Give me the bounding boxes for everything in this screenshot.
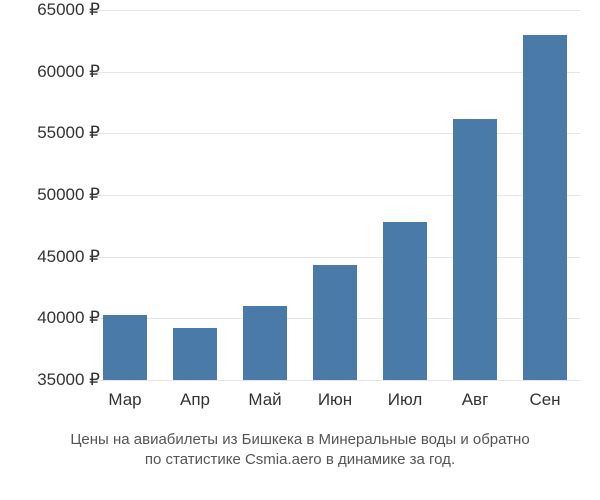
x-axis-label: Авг	[462, 390, 489, 410]
x-axis-label: Сен	[529, 390, 560, 410]
x-axis-label: Май	[248, 390, 281, 410]
y-axis-label: 45000 ₽	[37, 247, 100, 267]
x-axis-label: Июл	[388, 390, 423, 410]
bars-container	[90, 10, 580, 380]
x-axis-label: Апр	[180, 390, 210, 410]
bar	[453, 119, 496, 380]
caption-line-2: по статистике Csmia.aero в динамике за г…	[145, 451, 455, 468]
caption-line-1: Цены на авиабилеты из Бишкека в Минераль…	[70, 431, 529, 448]
y-axis-label: 60000 ₽	[37, 62, 100, 82]
y-axis-label: 55000 ₽	[37, 123, 100, 143]
y-axis-label: 35000 ₽	[37, 370, 100, 390]
y-axis-label: 40000 ₽	[37, 308, 100, 328]
gridline	[90, 380, 580, 381]
bar	[523, 35, 566, 380]
plot-area	[90, 10, 580, 380]
price-bar-chart: Цены на авиабилеты из Бишкека в Минераль…	[0, 0, 600, 500]
bar	[313, 265, 356, 380]
x-axis-label: Мар	[108, 390, 141, 410]
bar	[243, 306, 286, 380]
chart-caption: Цены на авиабилеты из Бишкека в Минераль…	[0, 430, 600, 471]
bar	[173, 328, 216, 380]
x-axis-label: Июн	[318, 390, 352, 410]
bar	[383, 222, 426, 380]
bar	[103, 315, 146, 380]
y-axis-label: 65000 ₽	[37, 0, 100, 20]
y-axis-label: 50000 ₽	[37, 185, 100, 205]
